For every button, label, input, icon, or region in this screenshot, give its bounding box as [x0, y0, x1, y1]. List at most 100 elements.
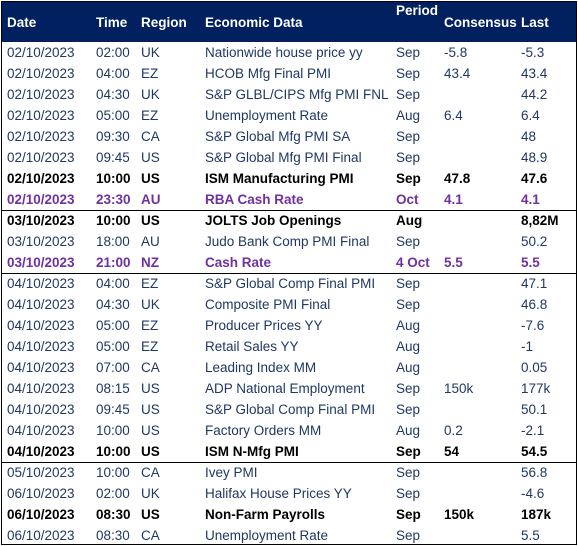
cell-period: Sep: [396, 297, 421, 312]
cell-date: 06/10/2023: [7, 528, 75, 543]
table-row: 06/10/2023 08:30 US Non-Farm Payrolls Sep 150…: [2, 504, 576, 525]
cell-economic-data: Factory Orders MM: [205, 423, 322, 438]
cell-period: Aug: [396, 423, 421, 438]
cell-period: Sep: [396, 45, 421, 60]
cell-time: 09:30: [96, 129, 130, 144]
cell-time: 04:30: [96, 87, 130, 102]
cell-time: 04:00: [96, 66, 130, 81]
cell-consensus: [439, 147, 516, 168]
cell-last: 43.4: [521, 66, 548, 81]
header-row: Date Time Region Economic Data Period Co…: [2, 2, 576, 42]
table-row: 04/10/2023 07:00 CA Leading Index MM Aug 0.05: [2, 357, 576, 378]
cell-last: -7.6: [521, 318, 545, 333]
cell-time: 10:00: [91, 441, 136, 463]
header-economic-data: Economic Data: [205, 14, 303, 30]
cell-region: CA: [141, 528, 160, 543]
header-date: Date: [7, 14, 37, 30]
cell-date: 04/10/2023: [7, 381, 75, 396]
table-row: 03/10/2023 21:00 NZ Cash Rate 4 Oct 5.5 5.5: [2, 252, 576, 274]
cell-period: Aug: [396, 339, 421, 354]
cell-time: 10:00: [96, 213, 131, 229]
cell-consensus: [439, 210, 516, 231]
cell-last: 46.8: [521, 297, 548, 312]
table-row: 02/10/2023 23:30 AU RBA Cash Rate Oct 4.1 4.1: [2, 189, 576, 211]
cell-consensus: [439, 462, 516, 483]
cell-time: 08:15: [96, 381, 130, 396]
table-row: 02/10/2023 10:00 US ISM Manufacturing PMI Se…: [2, 168, 576, 189]
cell-consensus: 47.8: [444, 171, 471, 186]
cell-economic-data: Judo Bank Comp PMI Final: [205, 234, 370, 249]
cell-region: UK: [141, 297, 160, 312]
cell-period: Sep: [396, 402, 421, 417]
cell-region: EZ: [141, 108, 159, 123]
cell-economic-data: S&P Global Mfg PMI SA: [205, 129, 351, 144]
cell-time: 10:00: [96, 465, 130, 481]
cell-last: -4.6: [521, 486, 545, 501]
cell-last: 48.9: [521, 150, 548, 165]
cell-region: AU: [136, 189, 200, 211]
cell-consensus: [439, 483, 516, 504]
table-row: 04/10/2023 04:00 EZ S&P Global Comp Final P…: [2, 273, 576, 294]
cell-economic-data: Unemployment Rate: [205, 108, 329, 123]
cell-region: AU: [141, 234, 160, 249]
table-row: 03/10/2023 10:00 US JOLTS Job Openings Aug 8,…: [2, 210, 576, 231]
cell-date: 03/10/2023: [7, 213, 75, 229]
cell-period: Sep: [396, 150, 421, 165]
header-time: Time: [96, 14, 128, 30]
cell-region: US: [141, 213, 160, 229]
cell-date: 02/10/2023: [7, 87, 75, 102]
cell-date: 02/10/2023: [7, 171, 75, 186]
table-row: 04/10/2023 10:00 US Factory Orders MM Aug 0.2…: [2, 420, 576, 441]
cell-last: 177k: [521, 381, 551, 396]
cell-consensus: -5.8: [444, 45, 468, 60]
cell-last: 5.5: [521, 528, 540, 543]
cell-date: 04/10/2023: [7, 297, 75, 312]
cell-economic-data: S&P Global Mfg PMI Final: [205, 150, 362, 165]
cell-time: 05:00: [96, 339, 130, 354]
cell-time: 23:30: [91, 189, 136, 211]
cell-period: Sep: [396, 486, 421, 501]
cell-region: US: [141, 402, 160, 417]
cell-date: 05/10/2023: [7, 465, 75, 481]
cell-last: 4.1: [516, 189, 576, 211]
cell-last: -1: [521, 339, 534, 354]
cell-last: 8,82M: [521, 213, 559, 229]
table-row: 06/10/2023 02:00 UK Halifax House Prices YY…: [2, 483, 576, 504]
cell-period: Aug: [396, 318, 421, 333]
cell-last: -2.1: [521, 423, 545, 438]
cell-economic-data: Unemployment Rate: [205, 528, 329, 543]
cell-consensus: [439, 525, 516, 546]
cell-region: US: [136, 441, 200, 463]
table-row: 04/10/2023 05:00 EZ Producer Prices YY Aug -7…: [2, 315, 576, 336]
cell-last: 50.1: [521, 402, 548, 417]
cell-consensus: 0.2: [444, 423, 463, 438]
cell-time: 21:00: [91, 252, 136, 274]
cell-last: 50.2: [521, 234, 548, 249]
cell-region: US: [141, 150, 160, 165]
table-row: 04/10/2023 04:30 UK Composite PMI Final Sep 4…: [2, 294, 576, 315]
cell-consensus: 150k: [444, 381, 474, 396]
cell-consensus: [439, 126, 516, 147]
cell-region: UK: [141, 486, 160, 501]
table-row: 05/10/2023 10:00 CA Ivey PMI Sep 56.8: [2, 462, 576, 483]
header-region: Region: [141, 14, 187, 30]
cell-period: Sep: [396, 276, 421, 292]
cell-economic-data: HCOB Mfg Final PMI: [205, 66, 332, 81]
cell-date: 04/10/2023: [7, 276, 75, 292]
table-row: 03/10/2023 18:00 AU Judo Bank Comp PMI Fina…: [2, 231, 576, 252]
cell-time: 09:45: [96, 150, 130, 165]
cell-consensus: 5.5: [439, 252, 516, 274]
cell-economic-data: Composite PMI Final: [205, 297, 331, 312]
cell-consensus: [439, 84, 516, 105]
cell-date: 06/10/2023: [7, 507, 75, 522]
cell-region: UK: [141, 45, 160, 60]
cell-consensus: 6.4: [444, 108, 463, 123]
cell-economic-data: RBA Cash Rate: [200, 189, 391, 211]
cell-last: 5.5: [516, 252, 576, 274]
cell-time: 02:00: [96, 45, 130, 60]
cell-time: 04:00: [96, 276, 130, 292]
cell-date: 04/10/2023: [7, 423, 75, 438]
cell-period: Sep: [396, 171, 421, 186]
cell-time: 18:00: [96, 234, 130, 249]
